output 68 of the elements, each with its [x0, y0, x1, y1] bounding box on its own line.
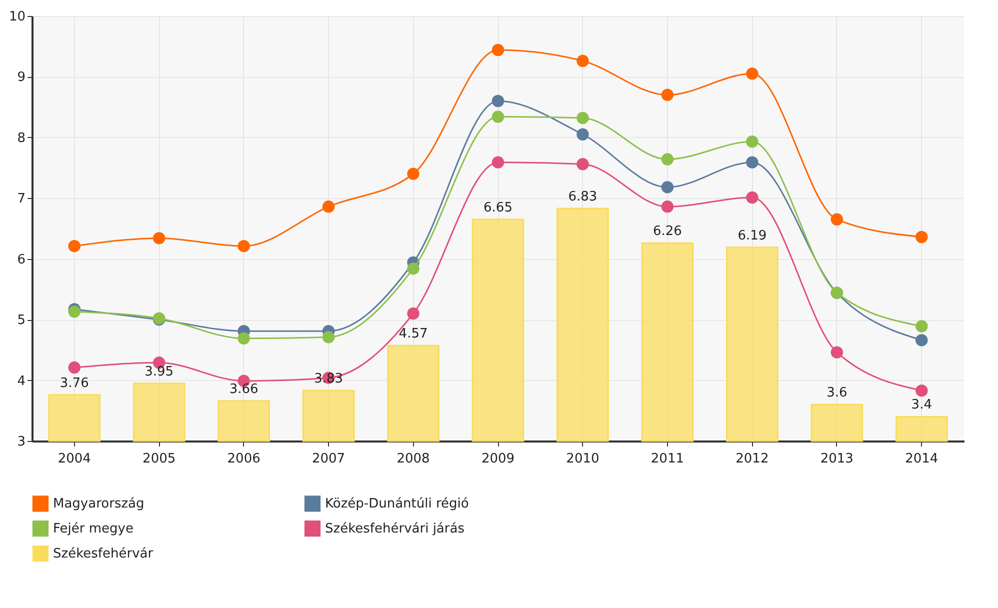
data-label: 3.76 [60, 376, 89, 391]
x-tick-label: 2008 [396, 452, 430, 466]
point [916, 384, 928, 397]
point [238, 332, 250, 345]
data-label: 6.19 [738, 228, 767, 244]
point [916, 320, 928, 332]
point [830, 346, 844, 358]
x-tick-label: 2007 [312, 452, 346, 466]
y-tick-label: 4 [17, 374, 26, 389]
y-tick-label: 10 [8, 10, 26, 24]
x-tick-label: 2009 [481, 452, 515, 466]
y-tick-label: 7 [17, 192, 26, 207]
legend-label: Közép-Dunántúli régió [325, 496, 469, 512]
point [492, 156, 504, 168]
point [68, 361, 80, 374]
y-tick-label: 5 [17, 313, 26, 328]
point [576, 54, 589, 68]
point [322, 331, 335, 344]
x-tick-label: 2013 [820, 452, 854, 466]
point [576, 128, 589, 141]
x-tick-label: 2012 [736, 452, 769, 466]
data-label: 3.95 [144, 364, 174, 380]
point [407, 168, 420, 180]
x-tick-label: 2005 [142, 452, 176, 466]
point [492, 110, 504, 123]
point [238, 240, 250, 252]
data-label: 4.57 [398, 326, 428, 342]
data-label: 3.83 [314, 372, 344, 387]
point [152, 232, 166, 244]
legend-label: Székesfehérvári járás [325, 522, 465, 536]
y-tick-label: 8 [17, 130, 26, 146]
point [746, 156, 758, 168]
x-tick-label: 2010 [566, 452, 600, 466]
x-tick-label: 2014 [905, 452, 938, 466]
data-label: 6.65 [484, 200, 512, 216]
point [661, 200, 674, 213]
point [661, 181, 674, 194]
legend-label: Székesfehérvár [53, 546, 154, 562]
point [576, 112, 589, 124]
point [661, 88, 674, 102]
x-tick-label: 2011 [650, 452, 684, 466]
point [830, 213, 844, 226]
data-label: 3.6 [826, 386, 848, 401]
point [746, 136, 758, 148]
point [916, 230, 928, 244]
data-label: 3.66 [229, 382, 258, 397]
point [576, 158, 589, 170]
point [746, 191, 758, 204]
point [407, 307, 420, 320]
x-tick-label: 2004 [58, 452, 91, 466]
data-label: 6.26 [652, 224, 682, 240]
data-label: 3.4 [911, 398, 932, 413]
y-tick-label: 3 [17, 434, 26, 450]
point [322, 200, 335, 213]
point [746, 68, 758, 80]
y-tick-label: 9 [17, 70, 26, 86]
point [492, 44, 504, 56]
point [407, 262, 420, 275]
legend-label: Fejér megye [53, 522, 134, 536]
point [916, 334, 928, 346]
y-tick-label: 6 [17, 252, 26, 268]
data-label: 6.83 [568, 189, 598, 204]
x-tick-label: 2006 [227, 452, 260, 466]
legend-label: Magyarország [53, 496, 144, 512]
point [492, 94, 504, 108]
point [661, 153, 674, 166]
point [68, 306, 80, 318]
point [68, 240, 80, 252]
